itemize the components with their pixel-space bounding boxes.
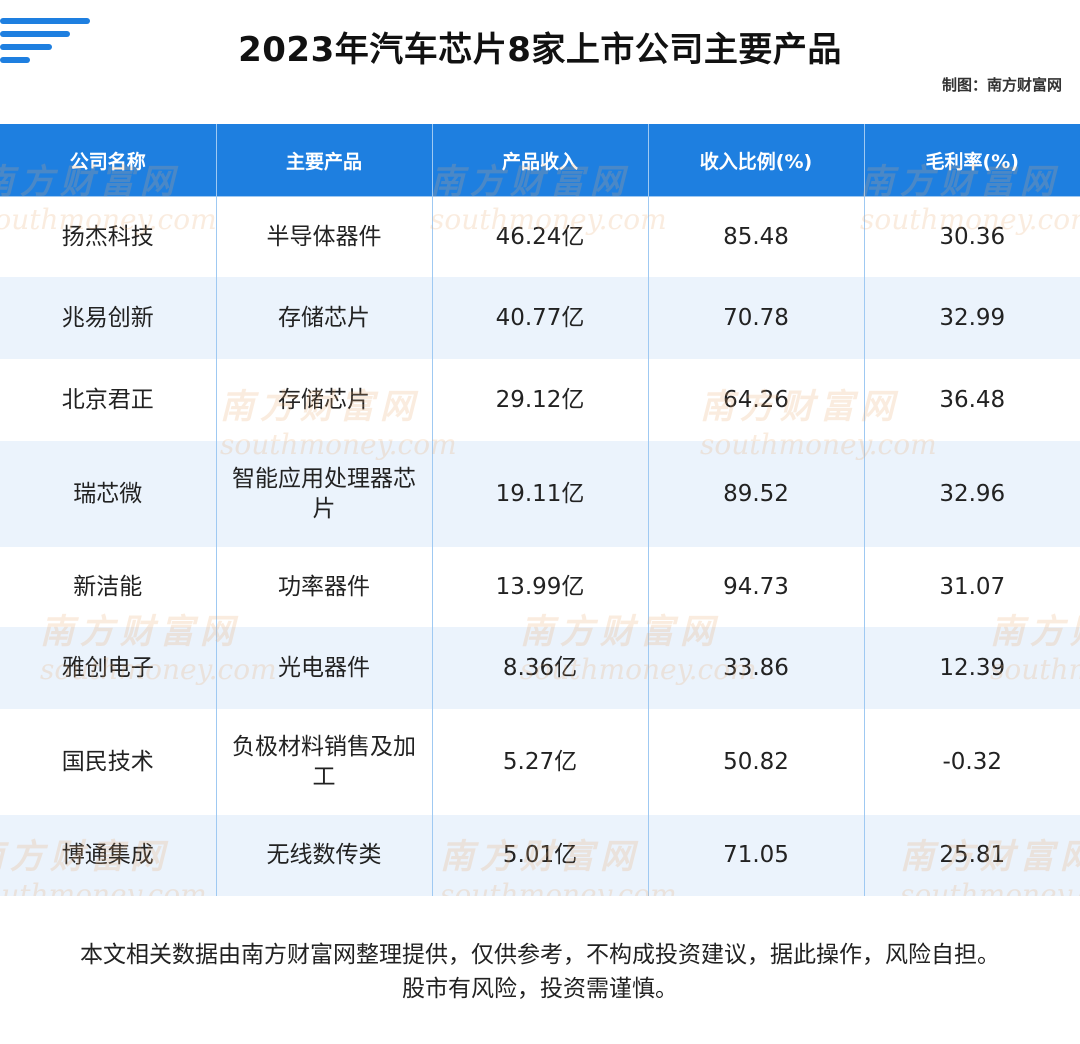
table-row: 北京君正 存储芯片 29.12亿 64.26 36.48 xyxy=(0,358,1080,441)
cell-revenue-ratio: 50.82 xyxy=(648,708,865,815)
cell-revenue: 13.99亿 xyxy=(432,546,649,627)
cell-gross-margin: 32.99 xyxy=(864,276,1080,359)
cell-product: 负极材料销售及加工 xyxy=(216,708,433,815)
cell-revenue-ratio: 70.78 xyxy=(648,276,865,359)
cell-gross-margin: 30.36 xyxy=(939,223,1006,250)
disclaimer-text: 本文相关数据由南方财富网整理提供，仅供参考，不构成投资建议，据此操作，风险自担。… xyxy=(80,942,1000,1002)
cell-revenue: 19.11亿 xyxy=(432,440,649,547)
cell-company: 雅创电子 xyxy=(0,626,217,709)
cell-revenue-ratio: 71.05 xyxy=(648,814,865,896)
page-title: 2023年汽车芯片8家上市公司主要产品 xyxy=(238,30,842,70)
table-row: 国民技术 负极材料销售及加工 5.27亿 50.82 -0.32 xyxy=(0,708,1080,815)
cell-company: 瑞芯微 xyxy=(0,440,217,547)
column-header-revenue: 产品收入 xyxy=(432,124,649,197)
brand-logo xyxy=(0,18,92,64)
cell-revenue: 29.12亿 xyxy=(432,358,649,441)
cell-gross-margin: 32.96 xyxy=(864,440,1080,547)
cell-product: 光电器件 xyxy=(216,626,433,709)
cell-company: 扬杰科技 xyxy=(0,196,217,277)
data-table: 公司名称 主要产品 产品收入 收入比例(%) 毛利率(%) 扬杰科技 半导体器件… xyxy=(0,124,1080,896)
chart-source: 制图：南方财富网 xyxy=(941,76,1062,94)
cell-product: 半导体器件 xyxy=(216,196,433,277)
cell-product: 存储芯片 xyxy=(216,276,433,359)
column-header-gross-margin: 毛利率(%) xyxy=(864,124,1080,197)
cell-revenue: 8.36亿 xyxy=(432,626,649,709)
cell-revenue-ratio: 33.86 xyxy=(648,626,865,709)
cell-gross-margin: -0.32 xyxy=(942,748,1002,775)
cell-gross-margin: 12.39 xyxy=(864,626,1080,709)
cell-revenue: 46.24亿 xyxy=(432,196,649,277)
table-row: 博通集成 无线数传类 5.01亿 71.05 25.81 xyxy=(0,814,1080,896)
data-table-container: 公司名称 主要产品 产品收入 收入比例(%) 毛利率(%) 扬杰科技 半导体器件… xyxy=(0,124,1080,896)
cell-company: 博通集成 xyxy=(0,814,217,896)
cell-gross-margin: 25.81 xyxy=(864,814,1080,896)
cell-revenue-ratio: 85.48 xyxy=(648,196,865,277)
column-header-product: 主要产品 xyxy=(216,124,433,197)
table-header-row: 公司名称 主要产品 产品收入 收入比例(%) 毛利率(%) xyxy=(0,124,1080,197)
table-row: 瑞芯微 智能应用处理器芯片 19.11亿 89.52 32.96 xyxy=(0,440,1080,547)
cell-revenue: 5.01亿 xyxy=(432,814,649,896)
column-header-company: 公司名称 xyxy=(0,124,217,197)
cell-revenue: 40.77亿 xyxy=(432,276,649,359)
table-row: 新洁能 功率器件 13.99亿 94.73 31.07 xyxy=(0,546,1080,627)
column-header-revenue-ratio: 收入比例(%) xyxy=(648,124,865,197)
cell-revenue: 5.27亿 xyxy=(432,708,649,815)
table-row: 兆易创新 存储芯片 40.77亿 70.78 32.99 xyxy=(0,276,1080,359)
table-row: 扬杰科技 半导体器件 46.24亿 85.48 30.36 xyxy=(0,196,1080,277)
table-row: 雅创电子 光电器件 8.36亿 33.86 12.39 xyxy=(0,626,1080,709)
cell-company: 新洁能 xyxy=(0,546,217,627)
cell-revenue-ratio: 94.73 xyxy=(648,546,865,627)
cell-company: 北京君正 xyxy=(0,358,217,441)
cell-revenue-ratio: 89.52 xyxy=(648,440,865,547)
cell-gross-margin: 31.07 xyxy=(939,573,1006,600)
cell-company: 兆易创新 xyxy=(0,276,217,359)
cell-revenue-ratio: 64.26 xyxy=(648,358,865,441)
cell-gross-margin: 36.48 xyxy=(939,386,1006,413)
cell-company: 国民技术 xyxy=(0,708,217,815)
cell-product: 智能应用处理器芯片 xyxy=(216,440,433,547)
cell-product: 功率器件 xyxy=(216,546,433,627)
cell-product: 存储芯片 xyxy=(216,358,433,441)
cell-product: 无线数传类 xyxy=(216,814,433,896)
